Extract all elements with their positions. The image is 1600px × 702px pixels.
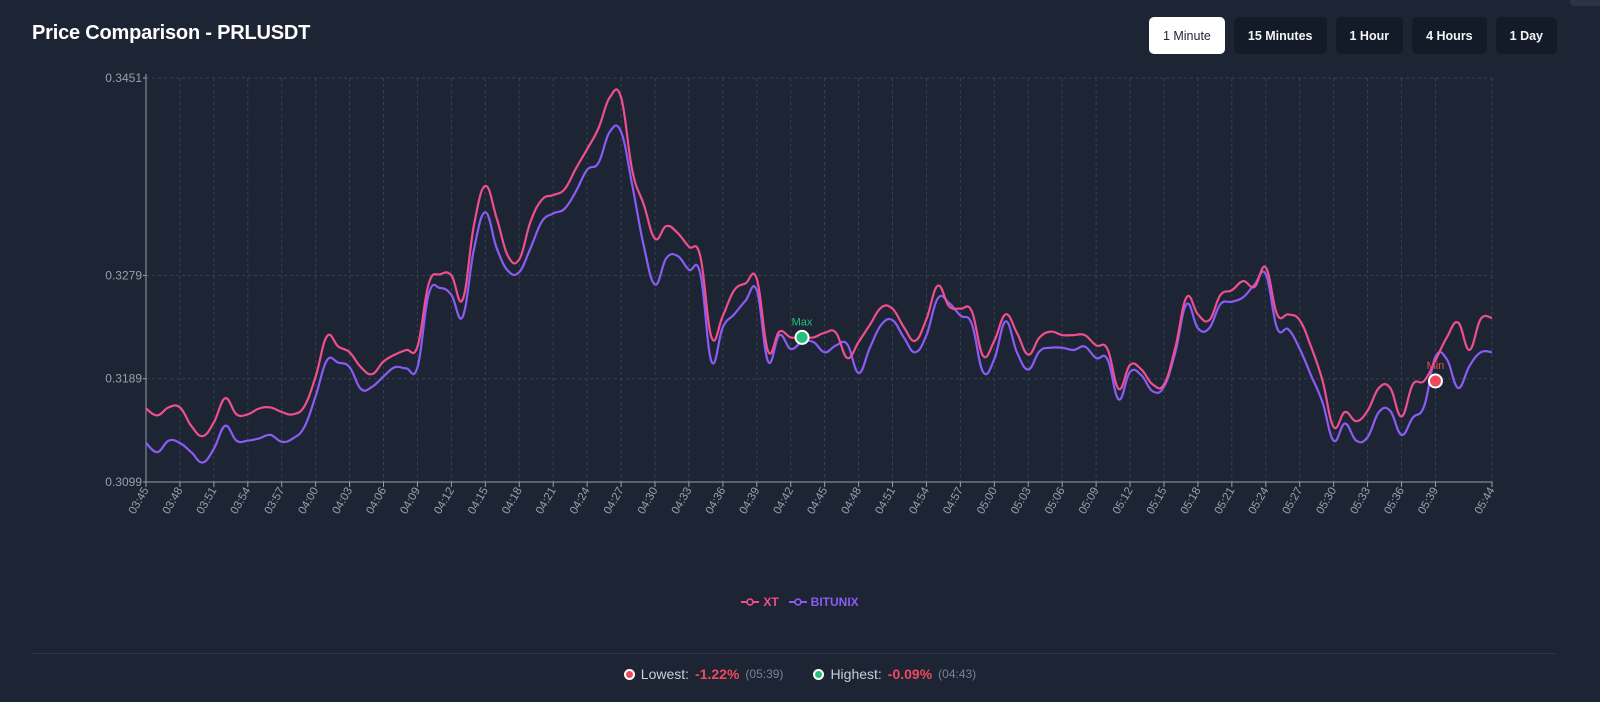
x-tick-label: 04:09 [398, 486, 423, 517]
x-tick-label: 05:27 [1281, 486, 1306, 517]
x-tick-label: 05:09 [1077, 486, 1102, 517]
x-tick-label: 04:48 [839, 486, 864, 517]
timeframe-selector: 1 Minute 15 Minutes 1 Hour 4 Hours 1 Day [1148, 17, 1557, 54]
x-tick-label: 05:30 [1314, 486, 1339, 517]
y-tick-label: 0.3279 [105, 268, 142, 282]
legend-bitunix-marker-icon [788, 598, 807, 606]
x-tick-label: 05:36 [1382, 486, 1407, 517]
highest-dot-icon [813, 668, 825, 680]
x-tick-label: 04:57 [941, 486, 966, 517]
highest-time: (04:43) [938, 667, 977, 681]
page-title: Price Comparison - PRLUSDT [32, 22, 311, 44]
x-tick-label: 03:45 [127, 486, 152, 517]
marker-min-label: Min [1427, 360, 1445, 372]
x-tick-label: 05:03 [1009, 486, 1034, 517]
highest-label: Highest: [830, 666, 882, 682]
highest-stat: Highest: -0.09% (04:43) [813, 666, 976, 682]
x-tick-label: 05:15 [1145, 486, 1170, 517]
timeframe-1-minute-button[interactable]: 1 Minute [1148, 17, 1225, 54]
legend-item-bitunix[interactable]: BITUNIX [788, 595, 859, 609]
x-tick-label: 04:15 [466, 486, 491, 517]
marker-min-dot [1427, 373, 1443, 389]
x-tick-label: 03:51 [195, 486, 220, 517]
marker-max-label: Max [792, 316, 813, 328]
x-tick-label: 05:33 [1348, 486, 1373, 517]
x-tick-label: 04:42 [772, 486, 797, 517]
x-tick-label: 04:00 [296, 486, 321, 517]
x-tick-label: 03:48 [161, 486, 186, 517]
x-tick-label: 04:21 [534, 486, 559, 517]
x-tick-label: 05:24 [1247, 485, 1272, 516]
timeframe-1-day-button[interactable]: 1 Day [1495, 17, 1557, 54]
x-tick-label: 04:39 [738, 486, 763, 517]
legend-bitunix-label: BITUNIX [810, 595, 859, 609]
x-tick-label: 04:45 [805, 486, 830, 517]
timeframe-15-minutes-button[interactable]: 15 Minutes [1233, 17, 1327, 54]
x-tick-label: 04:54 [907, 485, 932, 516]
marker-max-dot [794, 329, 810, 345]
x-tick-label: 05:39 [1416, 486, 1441, 517]
highest-value: -0.09% [887, 666, 933, 682]
timeframe-1-hour-button[interactable]: 1 Hour [1335, 17, 1404, 54]
timeframe-4-hours-button[interactable]: 4 Hours [1412, 17, 1487, 54]
stats-bar: Lowest: -1.22% (05:39) Highest: -0.09% (… [0, 666, 1600, 682]
x-tick-label: 04:24 [568, 485, 593, 516]
x-tick-label: 05:44 [1473, 485, 1498, 516]
x-tick-label: 04:30 [636, 486, 661, 517]
lowest-time: (05:39) [745, 667, 784, 681]
y-tick-label: 0.3099 [105, 475, 142, 489]
price-comparison-chart: 0.3099 0.3189 0.3279 0.3451 03:45 03:48 03:51 0… [105, 71, 1498, 517]
x-tick-label: 04:12 [432, 486, 457, 517]
divider [32, 653, 1556, 654]
x-tick-label: 03:57 [263, 486, 288, 517]
x-tick-label: 04:03 [330, 486, 355, 517]
x-tick-label: 04:06 [364, 486, 389, 517]
lowest-dot-icon [623, 668, 635, 680]
series-line-xt [145, 88, 1493, 438]
legend-xt-marker-icon [741, 598, 760, 606]
x-tick-label: 04:51 [873, 486, 898, 517]
x-tick-label: 04:33 [670, 486, 695, 517]
x-tick-label: 04:27 [602, 486, 627, 517]
x-tick-label: 05:18 [1179, 486, 1204, 517]
x-tick-label: 05:00 [975, 486, 1000, 517]
x-tick-label: 04:18 [500, 486, 525, 517]
x-tick-label: 05:06 [1043, 486, 1068, 517]
legend-xt-label: XT [763, 595, 779, 609]
series-line-bitunix [145, 124, 1493, 464]
legend-item-xt[interactable]: XT [741, 595, 779, 609]
lowest-stat: Lowest: -1.22% (05:39) [623, 666, 784, 682]
lowest-value: -1.22% [695, 666, 740, 682]
x-tick-label: 05:21 [1213, 486, 1238, 517]
scrollbar-corner [1570, 0, 1600, 6]
x-tick-label: 04:36 [704, 486, 729, 517]
chart-legend: XT BITUNIX [0, 595, 1600, 609]
y-tick-label: 0.3451 [105, 71, 142, 85]
x-tick-label: 03:54 [229, 485, 254, 516]
y-tick-label: 0.3189 [105, 372, 142, 386]
lowest-label: Lowest: [640, 666, 690, 682]
x-tick-label: 05:12 [1111, 486, 1136, 517]
